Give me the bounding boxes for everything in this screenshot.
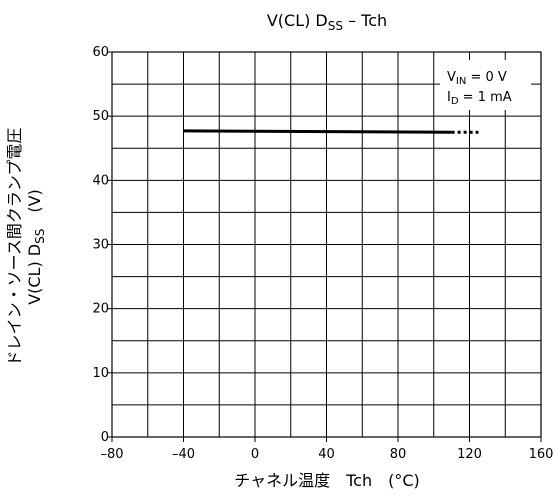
x-tick-label: 40 xyxy=(318,447,335,462)
y-tick-label: 20 xyxy=(92,302,109,317)
x-tick-label: –80 xyxy=(100,447,123,462)
y-tick-label: 0 xyxy=(101,430,109,445)
conditions-box xyxy=(440,60,531,110)
x-tick-label: 160 xyxy=(529,447,554,462)
x-tick-label: 80 xyxy=(390,447,407,462)
chart-title: V(CL) DSS – Tch xyxy=(267,11,387,33)
x-tick-label: 0 xyxy=(251,447,259,462)
y-axis-label-line2: V(CL) DSS (V) xyxy=(25,189,47,305)
condition-vin: VIN = 0 V xyxy=(447,70,507,87)
conditions-legend: VIN = 0 V ID = 1 mA xyxy=(440,60,531,110)
y-tick-label: 50 xyxy=(92,109,109,124)
x-tick-label: –40 xyxy=(172,447,195,462)
x-tick-label: 120 xyxy=(457,447,482,462)
condition-id: ID = 1 mA xyxy=(447,90,512,107)
series xyxy=(183,129,479,134)
y-axis-label-line1: ドレイン・ソース間クランプ電圧 xyxy=(5,128,24,367)
tick-labels: –80 –40 0 40 80 120 160 0 10 20 30 40 50 60 xyxy=(92,45,553,462)
x-axis-label: チャネル温度 Tch (°C) xyxy=(234,471,420,490)
y-tick-label: 60 xyxy=(92,45,109,60)
y-tick-label: 40 xyxy=(92,173,109,188)
y-tick-label: 10 xyxy=(92,366,109,381)
y-tick-label: 30 xyxy=(92,238,109,253)
series-line xyxy=(183,129,452,134)
